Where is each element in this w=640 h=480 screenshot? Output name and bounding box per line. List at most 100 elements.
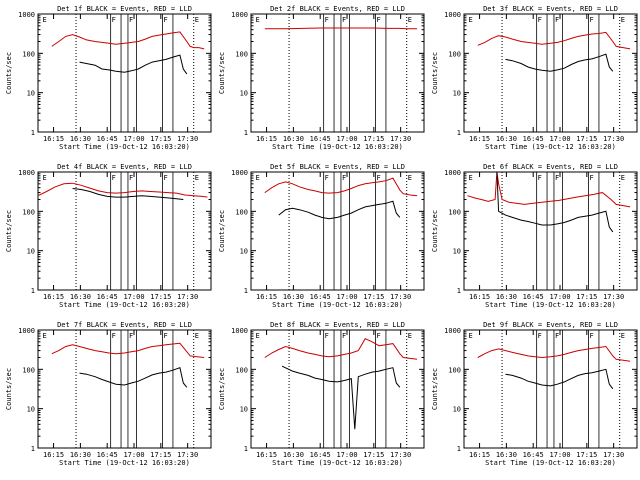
y-tick-label: 100 — [235, 366, 248, 374]
events-rate-line — [505, 368, 614, 390]
x-tick-label: 17:15 — [363, 293, 384, 301]
x-tick-label: 16:45 — [97, 135, 118, 143]
flare-marker-label: F — [377, 174, 381, 182]
plot-frame — [463, 329, 638, 449]
x-tick-label: 16:15 — [469, 135, 490, 143]
event-marker-label: E — [255, 174, 259, 182]
x-tick-label: 17:30 — [603, 293, 624, 301]
plot-frame — [463, 13, 638, 133]
event-marker-label: E — [468, 332, 472, 340]
y-tick-label: 10 — [453, 406, 461, 414]
chart-panel-8: Det 8f BLACK = Events, RED = LLD 1 10 100 10… — [218, 321, 425, 467]
x-axis-label: Start Time (19-Oct-12 16:03:20) — [272, 143, 403, 151]
x-tick-label: 16:45 — [310, 451, 331, 459]
x-tick-label: 17:15 — [576, 293, 597, 301]
x-tick-label: 16:30 — [283, 135, 304, 143]
plot-frame — [250, 13, 425, 133]
x-axis-label: Start Time (19-Oct-12 16:03:20) — [485, 143, 616, 151]
x-tick-label: 17:30 — [603, 451, 624, 459]
x-tick-label: 17:30 — [390, 135, 411, 143]
lld-rate-line — [51, 342, 205, 358]
flare-marker-label: F — [164, 174, 168, 182]
lld-rate-line — [264, 338, 418, 360]
x-tick-label: 17:30 — [177, 451, 198, 459]
x-tick-label: 16:15 — [43, 293, 64, 301]
chart-title: Det 1f BLACK = Events, RED = LLD — [57, 5, 192, 13]
y-tick-label: 10 — [240, 90, 248, 98]
chart-title: Det 7f BLACK = Events, RED = LLD — [57, 321, 192, 329]
event-marker-label: E — [195, 174, 199, 182]
y-axis-label: Counts/sec — [5, 368, 13, 410]
flare-marker-label: F — [555, 174, 559, 182]
plot-frame — [37, 329, 212, 449]
y-tick-label: 1 — [244, 287, 248, 295]
lld-rate-line — [467, 171, 631, 208]
x-tick-label: 17:00 — [123, 451, 144, 459]
y-tick-label: 1 — [31, 445, 35, 453]
x-tick-label: 17:00 — [336, 451, 357, 459]
x-axis-label: Start Time (19-Oct-12 16:03:20) — [485, 459, 616, 467]
chart-title: Det 2f BLACK = Events, RED = LLD — [270, 5, 405, 13]
event-marker-label: E — [195, 332, 199, 340]
flare-marker-label: F — [112, 332, 116, 340]
lld-rate-line — [264, 27, 418, 30]
lld-rate-line — [264, 177, 418, 197]
events-rate-line — [79, 367, 188, 388]
flare-marker-label: F — [164, 332, 168, 340]
x-tick-label: 17:15 — [150, 293, 171, 301]
x-tick-label: 17:00 — [549, 293, 570, 301]
lld-rate-line — [477, 31, 631, 50]
event-marker-label: E — [42, 174, 46, 182]
x-axis-label: Start Time (19-Oct-12 16:03:20) — [59, 143, 190, 151]
x-tick-label: 17:00 — [549, 135, 570, 143]
events-rate-line — [278, 200, 401, 220]
x-tick-label: 16:15 — [256, 135, 277, 143]
y-tick-label: 10 — [453, 90, 461, 98]
x-tick-label: 16:45 — [97, 293, 118, 301]
x-tick-label: 16:30 — [283, 451, 304, 459]
x-tick-label: 16:30 — [70, 135, 91, 143]
plot-frame — [37, 13, 212, 133]
x-tick-label: 16:15 — [256, 451, 277, 459]
x-tick-label: 17:30 — [177, 135, 198, 143]
flare-marker-label: F — [377, 332, 381, 340]
event-marker-label: E — [255, 332, 259, 340]
y-tick-label: 1 — [31, 287, 35, 295]
x-tick-label: 17:00 — [336, 293, 357, 301]
x-tick-label: 16:45 — [97, 451, 118, 459]
flare-marker-label: F — [164, 16, 168, 24]
y-tick-label: 1 — [457, 129, 461, 137]
x-tick-label: 17:15 — [363, 135, 384, 143]
y-tick-label: 1 — [457, 445, 461, 453]
chart-title: Det 3f BLACK = Events, RED = LLD — [483, 5, 618, 13]
events-rate-line — [281, 365, 401, 430]
flare-marker-label: F — [590, 332, 594, 340]
x-tick-label: 16:30 — [496, 135, 517, 143]
plot-frame — [37, 171, 212, 291]
flare-marker-label: F — [129, 174, 133, 182]
flare-marker-label: F — [555, 332, 559, 340]
x-tick-label: 16:15 — [469, 451, 490, 459]
chart-title: Det 9f BLACK = Events, RED = LLD — [483, 321, 618, 329]
plot-frame — [250, 329, 425, 449]
x-tick-label: 17:15 — [363, 451, 384, 459]
x-tick-label: 17:30 — [177, 293, 198, 301]
y-tick-label: 1000 — [231, 327, 248, 335]
chart-panel-6: Det 6f BLACK = Events, RED = LLD 1 10 100 10… — [431, 163, 638, 309]
event-marker-label: E — [255, 16, 259, 24]
y-tick-label: 10 — [27, 90, 35, 98]
flare-marker-label: F — [538, 332, 542, 340]
x-tick-label: 16:15 — [43, 451, 64, 459]
y-tick-label: 10 — [240, 406, 248, 414]
y-tick-label: 100 — [235, 208, 248, 216]
event-marker-label: E — [408, 16, 412, 24]
lld-rate-line — [51, 31, 205, 50]
x-tick-label: 17:15 — [150, 451, 171, 459]
x-tick-label: 17:00 — [549, 451, 570, 459]
x-tick-label: 16:45 — [523, 293, 544, 301]
y-tick-label: 1000 — [18, 169, 35, 177]
x-tick-label: 16:30 — [283, 293, 304, 301]
y-tick-label: 1 — [244, 445, 248, 453]
chart-title: Det 6f BLACK = Events, RED = LLD — [483, 163, 618, 171]
